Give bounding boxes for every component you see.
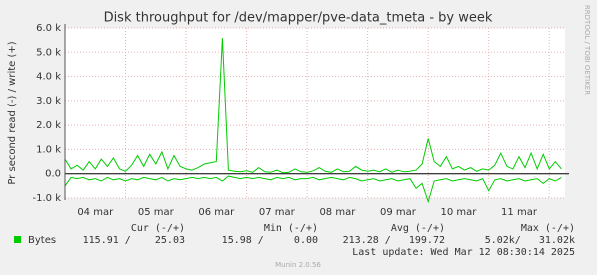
- data-line: [64, 38, 562, 174]
- stat-header: Min (-/+): [264, 223, 318, 234]
- last-update: Last update: Wed Mar 12 08:30:14 2025: [352, 247, 575, 258]
- y-tick-label: 4.0 k: [36, 72, 61, 83]
- footer: Munin 2.0.56: [275, 261, 321, 269]
- x-tick-label: 05 mar: [138, 207, 175, 218]
- stat-header: Max (-/+): [521, 223, 575, 234]
- chart-title: Disk throughput for /dev/mapper/pve-data…: [104, 11, 493, 26]
- y-tick-label: 2.0 k: [36, 120, 61, 131]
- y-tick-label: 3.0 k: [36, 96, 61, 107]
- x-tick-label: 06 mar: [198, 207, 235, 218]
- x-tick-label: 08 mar: [319, 207, 356, 218]
- x-tick-label: 04 mar: [77, 207, 114, 218]
- y-tick-label: 6.0 k: [36, 23, 61, 34]
- y-tick-label: 5.0 k: [36, 47, 61, 58]
- y-axis-label: Pr second read (-) / write (+): [7, 41, 18, 184]
- stat-value: 5.02k/ 31.02k: [485, 235, 575, 246]
- marks: [64, 38, 562, 204]
- x-tick-label: 11 mar: [501, 207, 538, 218]
- stat-value: 115.91 / 25.03: [83, 235, 185, 246]
- stat-value: 213.28 / 199.72: [343, 235, 445, 246]
- stat-value: 15.98 / 0.00: [222, 235, 318, 246]
- x-tick-label: 10 mar: [441, 207, 478, 218]
- stat-header: Avg (-/+): [391, 223, 445, 234]
- y-tick-label: 0.0: [45, 169, 61, 180]
- plot-area: [65, 28, 565, 198]
- x-tick-label: 09 mar: [380, 207, 417, 218]
- legend-label: Bytes: [28, 235, 56, 246]
- legend-swatch: [14, 236, 21, 243]
- y-tick-label: -1.0 k: [33, 193, 62, 204]
- y-tick-label: 1.0 k: [36, 144, 61, 155]
- x-tick-label: 07 mar: [259, 207, 296, 218]
- stat-header: Cur (-/+): [131, 223, 185, 234]
- side-text: RRDTOOL / TOBI OETIKER: [583, 5, 591, 95]
- data-line: [64, 175, 562, 204]
